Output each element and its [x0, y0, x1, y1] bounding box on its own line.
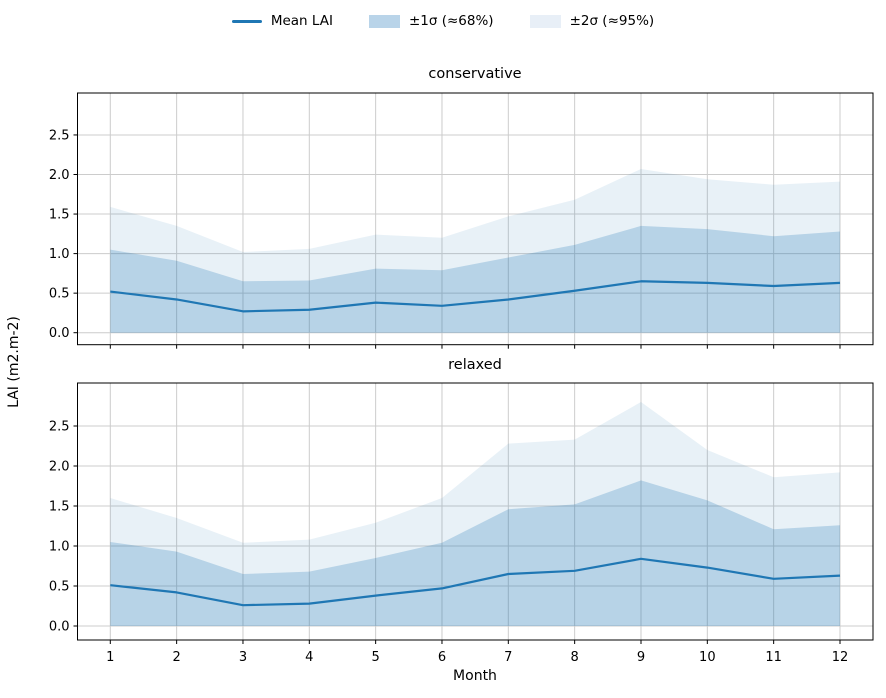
y-tick-label: 0.5: [49, 580, 70, 595]
y-tick-label: 2.0: [49, 168, 70, 183]
x-tick-label: 8: [571, 650, 579, 665]
y-axis-label: LAI (m2.m-2): [6, 316, 22, 408]
y-tick-label: 2.5: [49, 128, 70, 143]
x-tick-label: 5: [372, 650, 380, 665]
relaxed-grid: [77, 383, 873, 640]
legend-label-mean-lai: Mean LAI: [270, 13, 333, 29]
y-tick-label: 0.5: [49, 287, 70, 302]
conservative-grid: [77, 93, 873, 345]
conservative-bands: [110, 168, 840, 333]
y-tick-label: 0.0: [49, 326, 70, 341]
band-2sigma: [110, 402, 840, 626]
x-tick-label: 7: [504, 650, 512, 665]
mean-line-swatch-icon: [231, 19, 262, 23]
y-tick-label: 2.0: [49, 460, 70, 475]
conservative-ticks: 0.0 0.5 1.0 1.5 2.0 2.5: [49, 128, 841, 349]
y-tick-label: 1.0: [49, 247, 70, 262]
subplot-title-relaxed: relaxed: [448, 357, 502, 373]
x-tick-label: 12: [832, 650, 849, 665]
band-1sigma: [110, 225, 840, 333]
band-2sigma-swatch-icon: [529, 14, 561, 28]
x-tick-label: 1: [106, 650, 114, 665]
mean-lai-line: [110, 557, 841, 607]
y-tick-label: 1.5: [49, 500, 70, 515]
subplot-relaxed: 0.00.51.01.52.02.51 2 3 4 5 6 7 8 9 10 11 12: [49, 382, 874, 666]
x-tick-label: 4: [305, 650, 313, 665]
relaxed-spines: [77, 382, 874, 641]
x-tick-label: 10: [699, 650, 716, 665]
relaxed-bands: [110, 402, 840, 626]
band-1sigma-swatch-icon: [368, 14, 400, 28]
x-tick-label: 2: [172, 650, 180, 665]
legend-label-1sigma: ±1σ (≈68%): [408, 13, 494, 29]
legend-item-1sigma: ±1σ (≈68%): [368, 13, 494, 29]
y-tick-label: 2.5: [49, 420, 70, 435]
band-2sigma: [110, 168, 840, 333]
legend: Mean LAI ±1σ (≈68%) ±2σ (≈95%): [0, 11, 886, 31]
x-tick-label: 9: [637, 650, 645, 665]
mean-lai-line: [110, 280, 841, 313]
subplot-conservative: 0.0 0.5 1.0 1.5 2.0 2.5: [49, 92, 874, 349]
x-tick-label: 11: [765, 650, 782, 665]
y-tick-label: 1.0: [49, 540, 70, 555]
subplot-title-conservative: conservative: [428, 66, 522, 82]
band-1sigma: [110, 480, 840, 626]
x-tick-label: 3: [239, 650, 247, 665]
conservative-spines: [77, 92, 874, 346]
y-tick-label: 1.5: [49, 208, 70, 223]
y-tick-label: 0.0: [49, 620, 70, 635]
legend-item-mean-lai: Mean LAI: [231, 13, 333, 29]
x-axis-label: Month: [453, 668, 497, 684]
legend-item-2sigma: ±2σ (≈95%): [529, 13, 655, 29]
legend-label-2sigma: ±2σ (≈95%): [569, 13, 655, 29]
x-tick-label: 6: [438, 650, 446, 665]
relaxed-ticks: 0.00.51.01.52.02.51 2 3 4 5 6 7 8 9 10 11 12: [49, 420, 848, 666]
